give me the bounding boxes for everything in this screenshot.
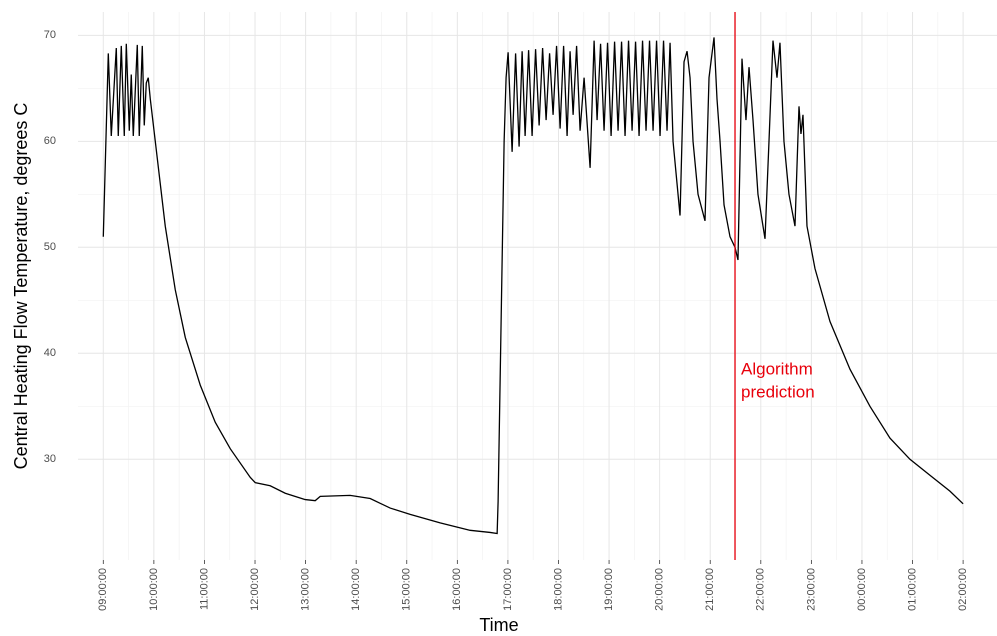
y-tick-label: 70 — [44, 29, 56, 41]
y-axis-title: Central Heating Flow Temperature, degree… — [11, 103, 31, 470]
x-tick-label: 11:00:00 — [198, 568, 210, 610]
x-tick-label: 16:00:00 — [451, 568, 463, 611]
x-tick-label: 01:00:00 — [906, 568, 918, 611]
x-tick-label: 22:00:00 — [755, 568, 767, 611]
x-tick-label: 17:00:00 — [502, 568, 514, 611]
x-tick-label: 21:00:00 — [704, 568, 716, 611]
x-tick-label: 15:00:00 — [401, 568, 413, 611]
x-tick-label: 19:00:00 — [603, 568, 615, 611]
y-tick-label: 30 — [44, 453, 56, 465]
x-axis-title: Time — [479, 615, 518, 635]
x-tick-label: 23:00:00 — [805, 568, 817, 611]
y-tick-label: 40 — [44, 347, 56, 359]
x-tick-label: 14:00:00 — [350, 568, 362, 611]
x-tick-label: 13:00:00 — [300, 568, 312, 611]
y-tick-label: 50 — [44, 241, 56, 253]
x-tick-label: 12:00:00 — [249, 568, 261, 611]
x-tick-label: 00:00:00 — [856, 568, 868, 611]
x-tick-label: 10:00:00 — [148, 568, 160, 611]
y-tick-label: 60 — [44, 135, 56, 147]
annotation: Algorithm — [741, 359, 813, 378]
data-line — [102, 37, 964, 535]
x-tick-label: 18:00:00 — [552, 568, 564, 611]
annotation: prediction — [741, 382, 815, 401]
x-tick-label: 20:00:00 — [654, 568, 666, 611]
x-tick-label: 02:00:00 — [957, 568, 969, 611]
x-tick-label: 09:00:00 — [97, 568, 109, 611]
